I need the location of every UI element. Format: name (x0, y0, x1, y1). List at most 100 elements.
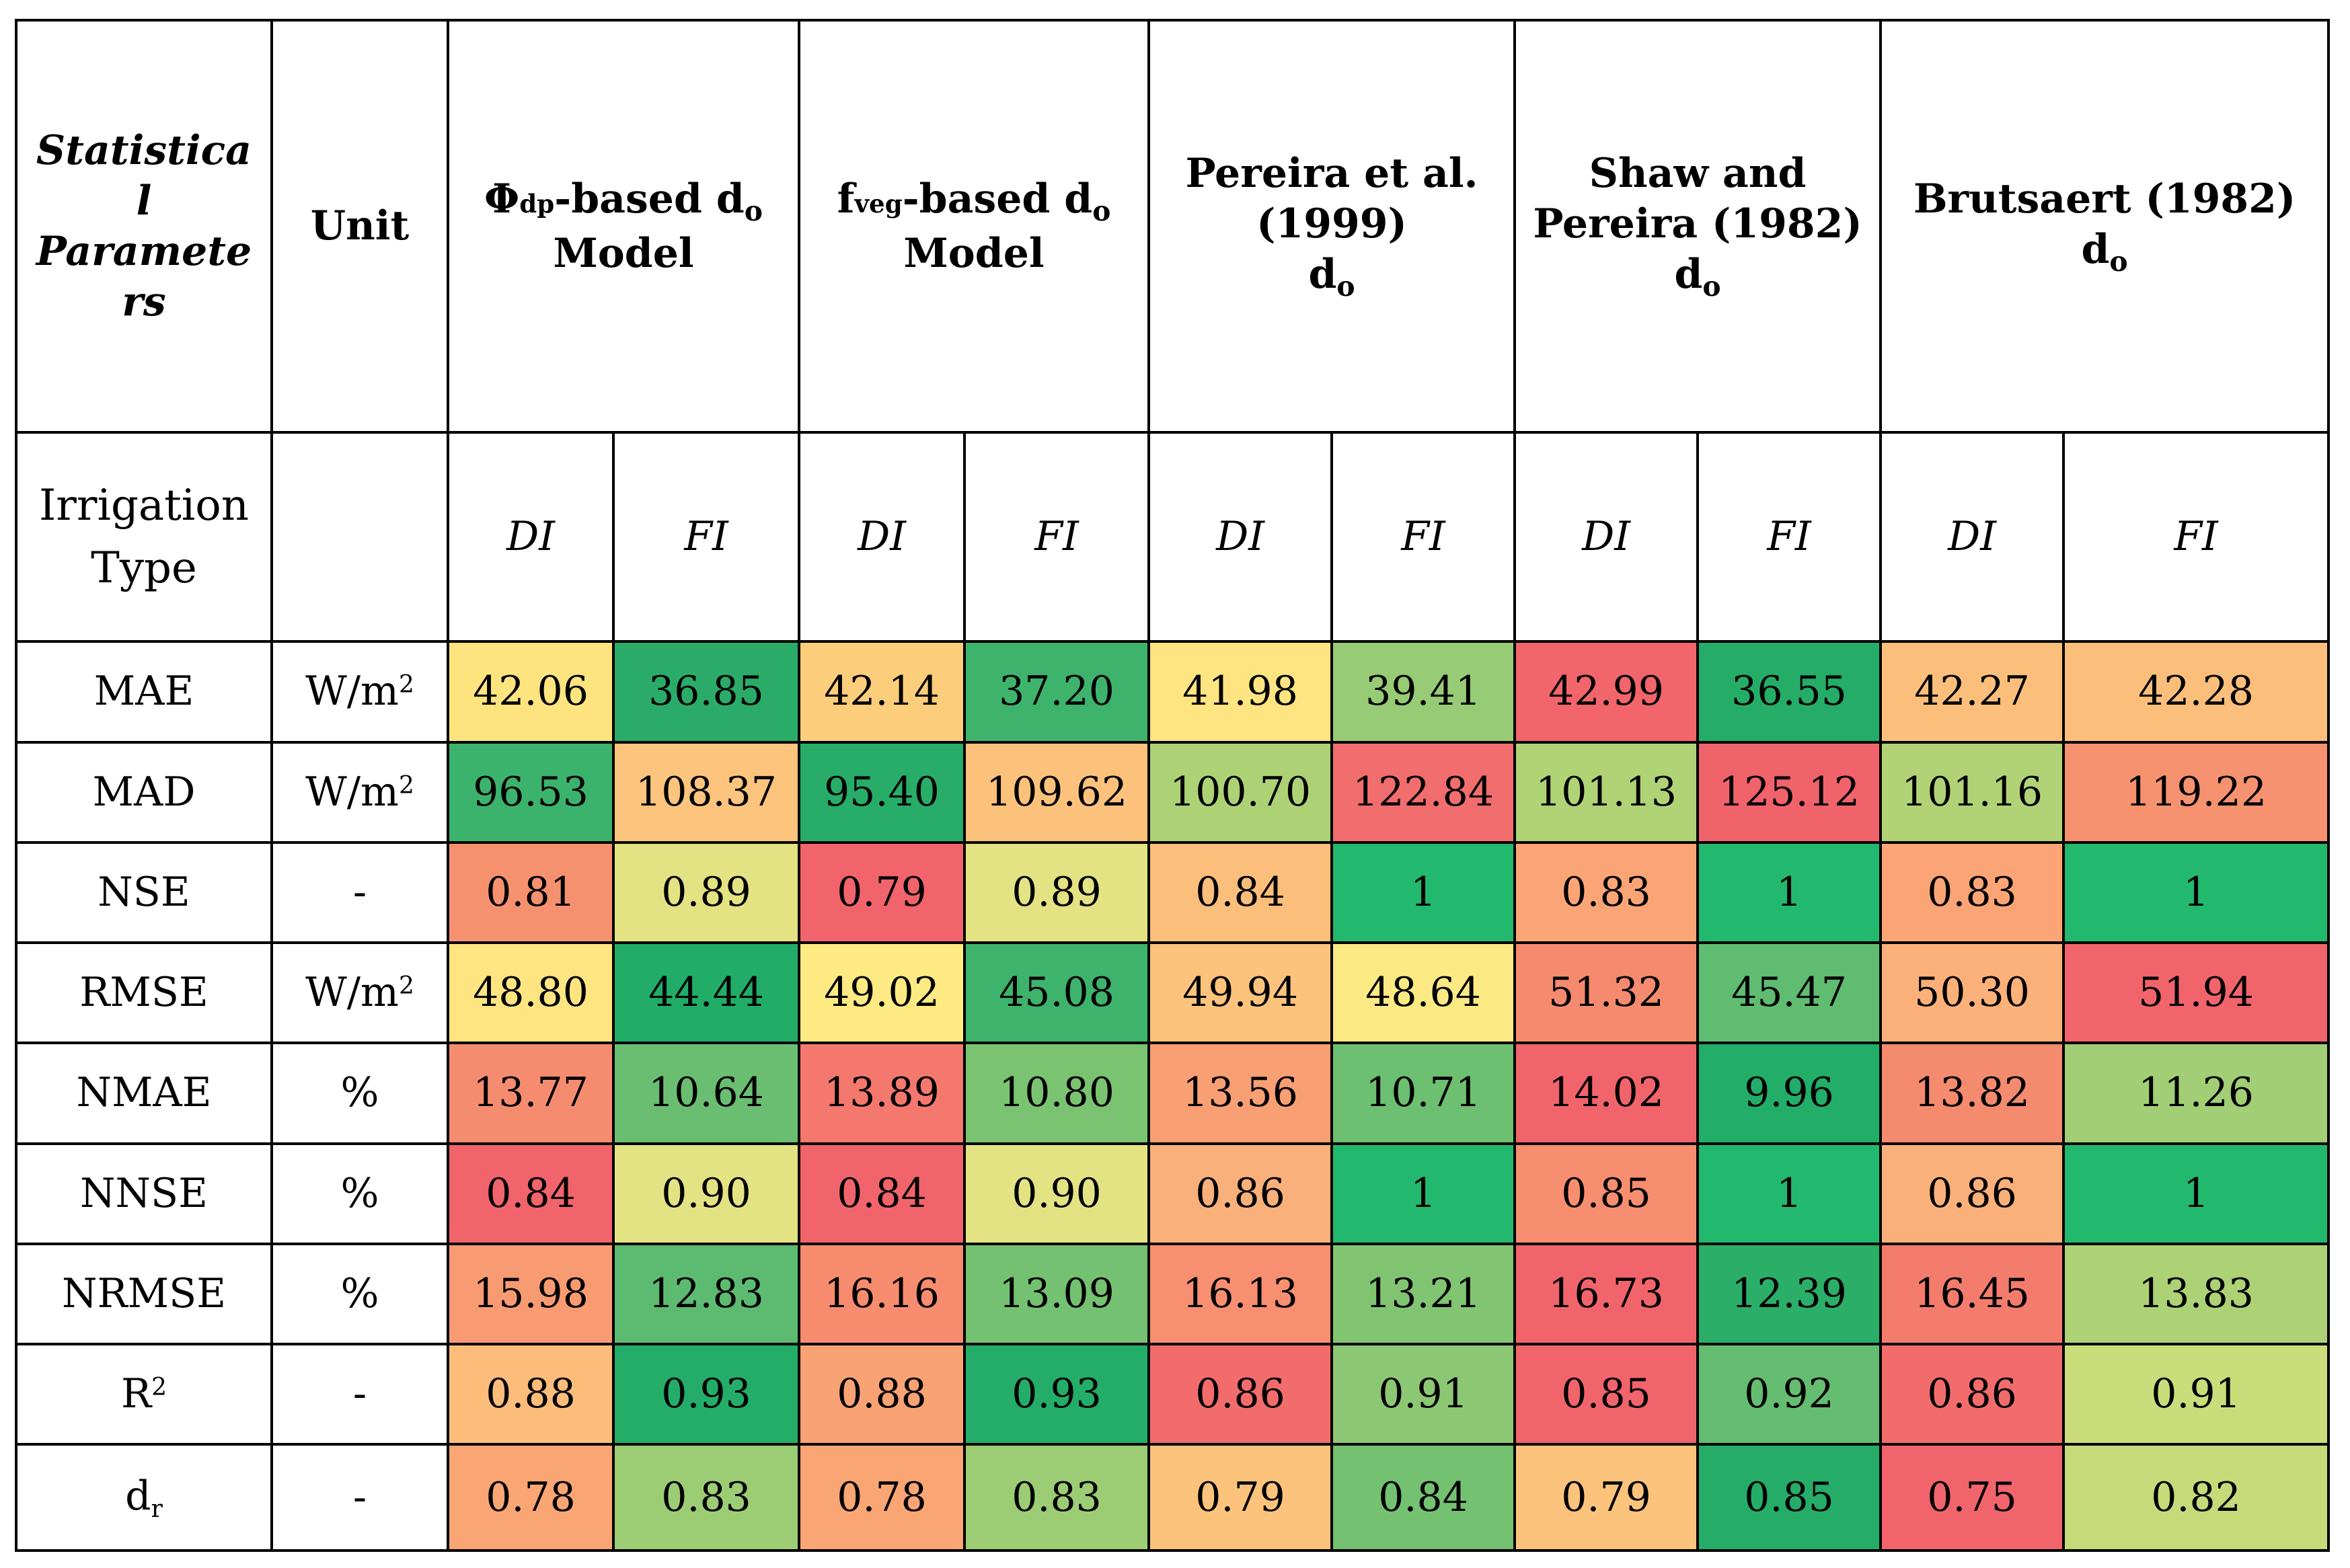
value-cell: 36.85 (611, 640, 801, 744)
value-cell: 0.78 (798, 1443, 966, 1552)
value-cell: 0.93 (963, 1343, 1151, 1446)
value-cell: 0.91 (2062, 1343, 2330, 1446)
value-cell: 13.21 (1330, 1242, 1517, 1346)
header-model-subscript: o (1092, 194, 1111, 227)
value-cell: 95.40 (798, 740, 966, 844)
value-cell: 0.79 (1147, 1443, 1334, 1552)
value-cell: 44.44 (611, 941, 801, 1045)
irrigation-type: DI (1879, 431, 2065, 643)
row-parameter-text: NSE (98, 868, 190, 916)
header-unit-label: Unit (310, 202, 410, 250)
value-cell: 0.78 (447, 1443, 615, 1552)
value-cell: 13.89 (798, 1042, 966, 1145)
value-cell: 16.45 (1879, 1242, 2065, 1346)
value-cell: 108.37 (611, 740, 801, 844)
table-row: NRMSE% 15.98 12.83 16.16 13.09 16.13 13.21 16.7… (15, 1242, 2330, 1346)
header-model-text: f (837, 175, 855, 223)
row-unit-text: W/m (305, 969, 399, 1017)
value-cell: 45.08 (963, 941, 1151, 1045)
statistics-table: Statistica l Paramete rs Unit Φdp-based do Mod… (15, 18, 2330, 1552)
value-cell: 0.75 (1879, 1443, 2065, 1552)
value-cell: 0.89 (611, 840, 801, 945)
value-cell: 13.77 (447, 1042, 615, 1145)
value-cell: 0.89 (963, 840, 1151, 945)
value-cell: 50.30 (1879, 941, 2065, 1045)
header-model-line: Pereira et al. (1185, 150, 1478, 198)
header-model-text: -based d (902, 175, 1093, 223)
value-cell: 101.16 (1879, 740, 2065, 844)
value-cell: 16.73 (1513, 1242, 1700, 1346)
row-unit: - (270, 1443, 449, 1552)
row-unit: W/m2 (270, 640, 449, 744)
table-row: R2-0.88 0.93 0.88 0.93 0.86 0.91 0.85 0.92 0.86 0… (15, 1343, 2330, 1446)
row-parameter-text: R (120, 1370, 152, 1418)
value-cell: 101.13 (1513, 740, 1700, 844)
row-parameter: NNSE (15, 1142, 273, 1245)
header-model-line: Model (553, 229, 694, 277)
value-cell: 1 (1696, 840, 1883, 945)
value-cell: 109.62 (963, 740, 1151, 844)
irrigation-unit-empty (270, 431, 449, 643)
value-cell: 14.02 (1513, 1042, 1700, 1145)
value-cell: 13.82 (1879, 1042, 2065, 1145)
value-cell: 10.71 (1330, 1042, 1517, 1145)
row-unit: W/m2 (270, 941, 449, 1045)
value-cell: 100.70 (1147, 740, 1334, 844)
value-cell: 42.27 (1879, 640, 2065, 744)
value-cell: 1 (1696, 1142, 1883, 1245)
header-model-3: Shaw and Pereira (1982) do (1513, 18, 1883, 434)
irrigation-type: DI (447, 431, 615, 643)
value-cell: 119.22 (2062, 740, 2330, 844)
value-cell: 42.14 (798, 640, 966, 744)
row-unit-text: % (340, 1169, 379, 1217)
row-parameter-text: MAE (93, 668, 194, 715)
irrigation-label-line: Type (91, 543, 197, 593)
value-cell: 9.96 (1696, 1042, 1883, 1145)
row-parameter-superscript: 2 (151, 1374, 167, 1402)
value-cell: 96.53 (447, 740, 615, 844)
value-cell: 0.90 (963, 1142, 1151, 1245)
value-cell: 0.85 (1513, 1343, 1700, 1446)
value-cell: 12.83 (611, 1242, 801, 1346)
table-row: NNSE% 0.84 0.90 0.84 0.90 0.86 1 0.85 1 0.86 1 (15, 1142, 2330, 1245)
header-model-line: Model (903, 229, 1045, 277)
header-param-line: Statistica (36, 126, 252, 174)
header-param-line: rs (122, 278, 166, 325)
value-cell: 13.83 (2062, 1242, 2330, 1346)
irrigation-label-line: Irrigation (39, 481, 249, 531)
value-cell: 0.88 (798, 1343, 966, 1446)
row-unit-superscript: 2 (398, 771, 414, 799)
header-model-text: Φ (484, 175, 520, 223)
header-model-text: d (2081, 225, 2110, 273)
value-cell: 36.55 (1696, 640, 1883, 744)
header-model-line: Pereira (1982) (1533, 200, 1862, 248)
value-cell: 0.83 (1513, 840, 1700, 945)
irrigation-label: Irrigation Type (15, 431, 273, 643)
header-row: Statistica l Paramete rs Unit Φdp-based do Mod… (15, 18, 2330, 434)
header-model-2: Pereira et al. (1999) do (1147, 18, 1517, 434)
header-model-line: Brutsaert (1982) (1913, 175, 2296, 223)
value-cell: 0.92 (1696, 1343, 1883, 1446)
value-cell: 0.93 (611, 1343, 801, 1446)
header-model-text: d (1674, 251, 1703, 299)
value-cell: 0.85 (1696, 1443, 1883, 1552)
irrigation-type: FI (1696, 431, 1883, 643)
table-row: RMSE W/m2 48.80 44.44 49.02 45.08 49.94 48.64 51… (15, 941, 2330, 1045)
irrigation-type: DI (1147, 431, 1334, 643)
header-model-subscript: o (1702, 270, 1721, 303)
row-parameter: NRMSE (15, 1242, 273, 1346)
table-row: NSE -0.81 0.89 0.79 0.89 0.84 1 0.83 1 0.83 1 (15, 840, 2330, 945)
value-cell: 37.20 (963, 640, 1151, 744)
header-model-subscript: o (1336, 270, 1355, 303)
header-model-subscript: o (744, 194, 763, 227)
header-model-subscript: veg (854, 188, 903, 219)
row-parameter-text: RMSE (79, 969, 209, 1017)
row-unit-text: - (352, 1370, 367, 1418)
row-unit: % (270, 1042, 449, 1145)
value-cell: 0.81 (447, 840, 615, 945)
value-cell: 0.86 (1879, 1142, 2065, 1245)
row-parameter: MAE (15, 640, 273, 744)
row-unit-text: W/m (305, 668, 399, 715)
row-unit: % (270, 1142, 449, 1245)
header-model-line: (1999) (1256, 200, 1407, 248)
